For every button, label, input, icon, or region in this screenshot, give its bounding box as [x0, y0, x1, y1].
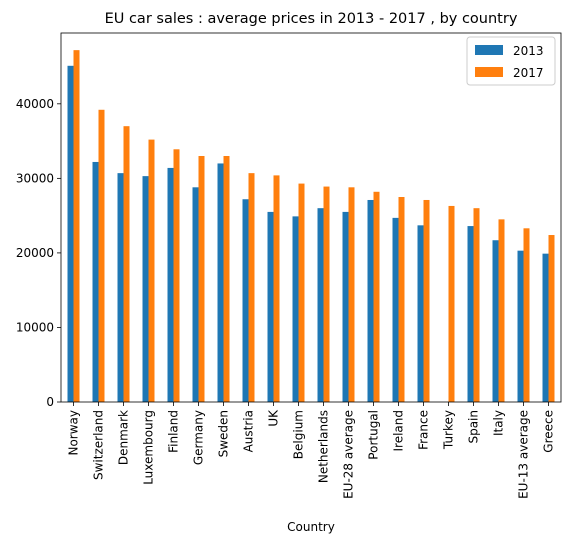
- bar-2013-finland: [167, 167, 174, 402]
- x-tick-label: Netherlands: [317, 410, 331, 483]
- bar-2013-ireland: [392, 217, 399, 402]
- x-tick-label: Austria: [242, 410, 256, 452]
- bar-2013-denmark: [117, 173, 124, 402]
- bar-2013-austria: [242, 199, 249, 402]
- x-tick-label: EU-28 average: [342, 410, 356, 499]
- legend-label-2017: 2017: [513, 66, 544, 80]
- chart-title: EU car sales : average prices in 2013 - …: [105, 11, 518, 27]
- legend-swatch-2017: [475, 67, 503, 77]
- bar-2017-norway: [73, 50, 80, 403]
- bar-2017-germany: [198, 156, 205, 402]
- bar-2017-turkey: [448, 205, 455, 402]
- bar-2017-eu-28-average: [348, 187, 355, 402]
- x-tick-label: EU-13 average: [517, 410, 531, 499]
- y-tick-label: 20000: [16, 246, 54, 260]
- bar-2017-denmark: [123, 126, 130, 402]
- bar-2013-eu-13-average: [517, 250, 524, 402]
- x-axis-label: Country: [287, 520, 335, 534]
- bar-2017-switzerland: [98, 109, 105, 403]
- axes-frame: [60, 32, 562, 403]
- bar-2013-netherlands: [317, 208, 324, 402]
- x-tick-label: UK: [267, 409, 281, 427]
- bar-2017-ireland: [398, 197, 405, 402]
- bar-2013-portugal: [367, 199, 374, 402]
- bar-2017-sweden: [223, 156, 230, 402]
- bar-2017-portugal: [373, 191, 380, 402]
- bar-2013-italy: [492, 240, 499, 402]
- x-tick-label: Turkey: [442, 410, 456, 450]
- x-tick-label: Spain: [467, 410, 481, 444]
- y-tick-label: 10000: [16, 320, 54, 334]
- x-tick-label: Portugal: [367, 410, 381, 460]
- bar-2017-spain: [473, 208, 480, 402]
- bar-2017-uk: [273, 175, 280, 402]
- legend: 2013 2017: [466, 36, 556, 86]
- bar-2013-switzerland: [92, 161, 99, 402]
- bar-2013-sweden: [217, 163, 224, 402]
- x-tick-label: Ireland: [392, 410, 406, 452]
- bar-2017-france: [423, 199, 430, 402]
- x-tick-label: Denmark: [117, 410, 131, 465]
- x-tick-label: Germany: [192, 410, 206, 465]
- bar-2013-luxembourg: [142, 176, 149, 402]
- x-tick-label: Finland: [167, 410, 181, 453]
- bar-2017-netherlands: [323, 186, 330, 402]
- x-tick-label: France: [417, 410, 431, 450]
- bar-2017-austria: [248, 173, 255, 402]
- legend-label-2013: 2013: [513, 44, 544, 58]
- legend-swatch-2013: [475, 45, 503, 55]
- y-tick-label: 30000: [16, 171, 54, 185]
- bar-2017-finland: [173, 149, 180, 402]
- x-tick-label: Norway: [67, 410, 81, 456]
- bar-2017-belgium: [298, 183, 305, 402]
- bar-2017-greece: [548, 235, 555, 402]
- bar-2013-eu-28-average: [342, 211, 349, 402]
- bar-2013-belgium: [292, 216, 299, 402]
- plot-area: 0 10000 20000 30000 40000 Norway Switzerland De…: [16, 32, 562, 499]
- bar-2013-greece: [542, 253, 549, 402]
- bar-2013-germany: [192, 187, 199, 402]
- y-tick-label: 40000: [16, 97, 54, 111]
- x-tick-label: Sweden: [217, 410, 231, 457]
- x-tick-label: Switzerland: [92, 410, 106, 480]
- bar-2013-norway: [67, 65, 74, 403]
- x-tick-label: Greece: [542, 410, 556, 453]
- x-tick-label: Belgium: [292, 410, 306, 459]
- bar-2013-france: [417, 225, 424, 402]
- x-tick-label: Italy: [492, 410, 506, 436]
- y-tick-label: 0: [46, 395, 54, 409]
- bar-2017-italy: [498, 219, 505, 402]
- bar-2017-eu-13-average: [523, 228, 530, 402]
- bar-2017-luxembourg: [148, 139, 155, 402]
- bar-2013-spain: [467, 226, 474, 402]
- x-tick-label: Luxembourg: [142, 410, 156, 485]
- bar-2013-uk: [267, 211, 274, 402]
